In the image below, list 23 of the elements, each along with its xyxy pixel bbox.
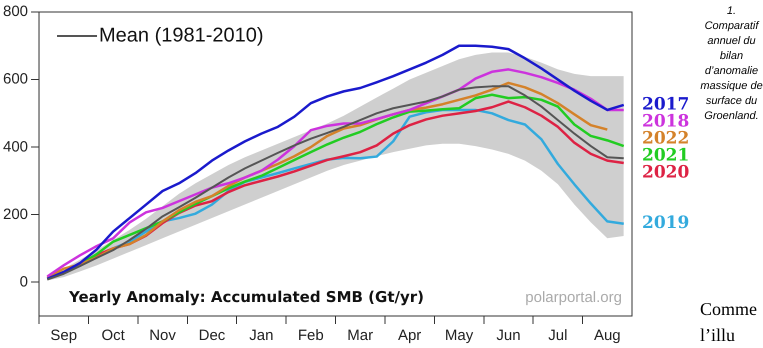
x-tick-label: Mar (347, 327, 374, 344)
x-tick-label: Sep (50, 327, 78, 344)
y-tick-label: 600 (2, 70, 28, 88)
y-tick-label: 0 (20, 273, 28, 290)
x-tick-label: Apr (398, 327, 422, 344)
x-tick-label: Dec (198, 327, 226, 344)
x-tick-label: Oct (101, 327, 126, 344)
annotation: polarportal.org (525, 289, 622, 306)
x-tick-label: May (444, 327, 474, 344)
x-tick-label: Feb (298, 327, 324, 344)
x-tick-label: Jun (496, 327, 521, 344)
x-tick-label: Jan (249, 327, 274, 344)
y-tick-label: 800 (2, 3, 28, 20)
series-label: 2019 (642, 213, 690, 234)
legend-label: Mean (1981-2010) (99, 24, 264, 47)
x-tick-label: Aug (594, 327, 621, 344)
y-tick-label: 400 (2, 138, 28, 156)
x-tick-label: Nov (149, 327, 176, 344)
text: 1. Comparatif annuel du bilan d’anomalie massique de surface du Groenland. (700, 4, 763, 124)
y-tick-label: 200 (2, 206, 28, 223)
text: Comme l’illu (700, 298, 758, 347)
annotation: Yearly Anomaly: Accumulated SMB (Gt/yr) (68, 288, 424, 306)
x-tick-label: Jul (548, 327, 568, 344)
